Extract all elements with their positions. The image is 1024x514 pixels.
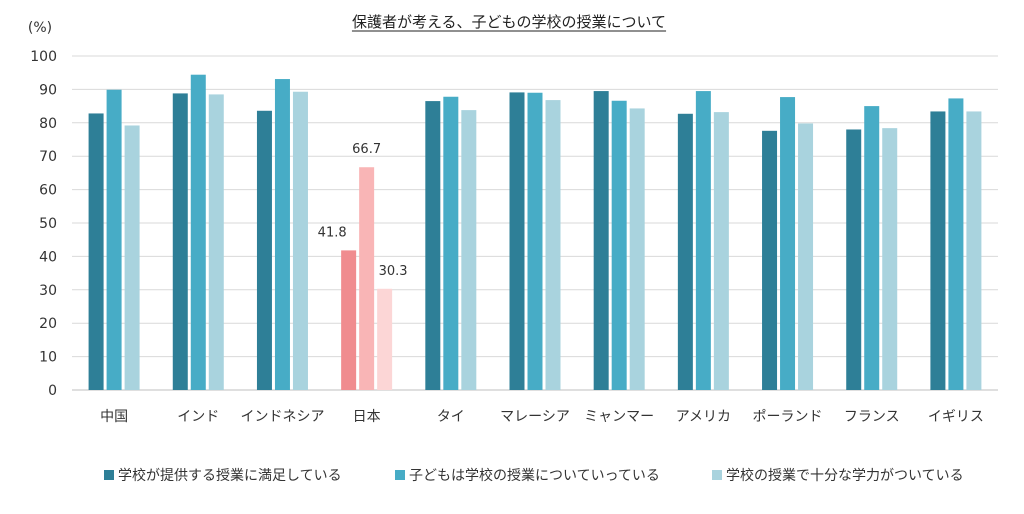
bar: [695, 91, 711, 390]
x-category-label: フランス: [844, 409, 900, 425]
y-axis-ticks: 0 10 20 30 40 50 60 70 80 90 100: [30, 49, 57, 399]
y-axis-unit-label: (%): [28, 20, 52, 36]
y-tick-label: 100: [30, 49, 57, 65]
bar: [256, 110, 272, 390]
bar: [274, 79, 290, 391]
bar: [377, 288, 393, 390]
x-category-label: タイ: [437, 409, 465, 425]
x-category-label: 日本: [353, 409, 381, 425]
x-category-label: アメリカ: [676, 409, 731, 425]
data-label: 30.3: [379, 264, 408, 279]
bar: [846, 129, 862, 391]
bar: [611, 100, 627, 391]
bar: [593, 91, 609, 390]
bar: [966, 111, 982, 390]
bar: [359, 167, 375, 390]
bar: [677, 113, 693, 391]
data-label: 66.7: [352, 142, 381, 157]
bar: [882, 128, 898, 391]
legend-label: 学校の授業で十分な学力がついている: [726, 467, 964, 484]
bar: [864, 106, 880, 390]
data-label: 41.8: [318, 225, 347, 240]
x-category-label: マレーシア: [500, 409, 570, 425]
category-labels: 中国 インド インドネシア 日本 タイ マレーシア ミャンマー アメリカ ポーランド フランス イギ…: [100, 409, 984, 425]
y-tick-label: 0: [48, 383, 57, 399]
legend: 学校が提供する授業に満足している 子どもは学校の授業についていっている 学校の授業で…: [104, 467, 964, 484]
x-category-label: ポーランド: [753, 409, 823, 425]
bar: [106, 89, 122, 390]
bar: [172, 93, 188, 391]
bar: [948, 98, 964, 390]
x-category-label: 中国: [100, 409, 128, 425]
bar: [124, 125, 140, 391]
bar: [629, 108, 645, 391]
bar: [930, 111, 946, 390]
bar: [527, 92, 543, 391]
bar: [461, 110, 477, 390]
x-category-label: インド: [177, 409, 219, 425]
bar: [425, 101, 441, 390]
bar: [208, 94, 224, 390]
y-tick-label: 20: [39, 316, 57, 332]
bar: [190, 74, 206, 390]
x-category-label: ミャンマー: [584, 409, 654, 425]
legend-label: 子どもは学校の授業についていっている: [409, 467, 660, 484]
bar: [545, 100, 561, 390]
chart-title: 保護者が考える、子どもの学校の授業について: [352, 13, 666, 31]
y-tick-label: 50: [39, 216, 57, 232]
data-labels: 41.8 66.7 30.3: [318, 142, 408, 279]
bars: [88, 74, 982, 391]
bar: [798, 123, 814, 390]
legend-swatch: [104, 470, 114, 480]
y-tick-label: 60: [39, 183, 57, 199]
bar: [88, 113, 104, 390]
legend-swatch: [395, 470, 405, 480]
y-tick-label: 10: [39, 350, 57, 366]
bar: [443, 96, 459, 391]
bar: [780, 97, 796, 390]
bar: [713, 112, 729, 390]
x-category-label: イギリス: [928, 409, 984, 425]
y-tick-label: 70: [39, 149, 57, 165]
y-tick-label: 30: [39, 283, 57, 299]
y-tick-label: 90: [39, 82, 57, 98]
bar: [341, 250, 357, 390]
bar: [292, 91, 308, 390]
legend-swatch: [712, 470, 722, 480]
y-tick-label: 80: [39, 116, 57, 132]
bar: [762, 130, 778, 391]
x-category-label: インドネシア: [240, 409, 324, 425]
bar: [509, 92, 525, 390]
y-tick-label: 40: [39, 249, 57, 265]
legend-label: 学校が提供する授業に満足している: [118, 467, 342, 484]
